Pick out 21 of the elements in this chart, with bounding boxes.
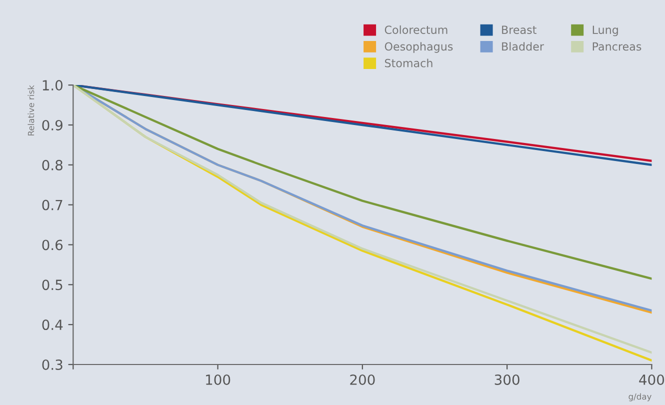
legend-label: Oesophagus: [384, 42, 453, 53]
x-tick-label: 200: [350, 374, 375, 385]
y-tick-label: 0.4: [42, 320, 63, 330]
y-axis-title: Relative risk: [28, 85, 34, 136]
legend-label: Pancreas: [592, 42, 642, 51]
legend-label: Colorectum: [384, 25, 448, 34]
y-tick-label: 0.8: [42, 160, 62, 170]
y-tick-label: 0.6: [42, 240, 63, 250]
y-tick-label: 1.0: [42, 80, 63, 91]
legend-label: Breast: [502, 26, 536, 34]
y-tick-label: 0.9: [42, 120, 62, 130]
y-tick-label: 0.5: [42, 280, 62, 290]
x-tick-label: 100: [206, 374, 230, 385]
x-tick-label: 400: [639, 374, 664, 385]
y-tick-label: 0.7: [42, 200, 62, 210]
y-tick-label: 0.3: [42, 359, 62, 370]
legend-label: Stomach: [384, 58, 432, 68]
legend-label: Lung: [592, 26, 618, 36]
x-tick-label: 300: [494, 374, 520, 385]
legend-label: Bladder: [502, 42, 544, 51]
x-axis-title: g/day: [628, 393, 652, 402]
